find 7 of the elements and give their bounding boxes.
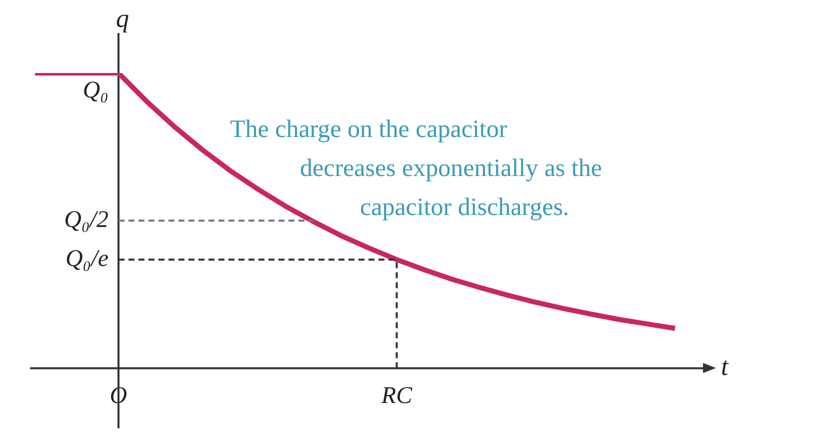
y-axis-title: q xyxy=(116,4,129,33)
x-axis-title: t xyxy=(721,352,729,382)
annotation: Q₀/2 xyxy=(64,206,108,233)
x-tick-label: RC xyxy=(380,382,414,409)
annotation: Q₀/e xyxy=(65,246,109,272)
annotation: Q₀ xyxy=(82,77,108,104)
annotation: The charge on the capacitor decreases exponentially as the capacitor discharges. xyxy=(230,116,602,221)
